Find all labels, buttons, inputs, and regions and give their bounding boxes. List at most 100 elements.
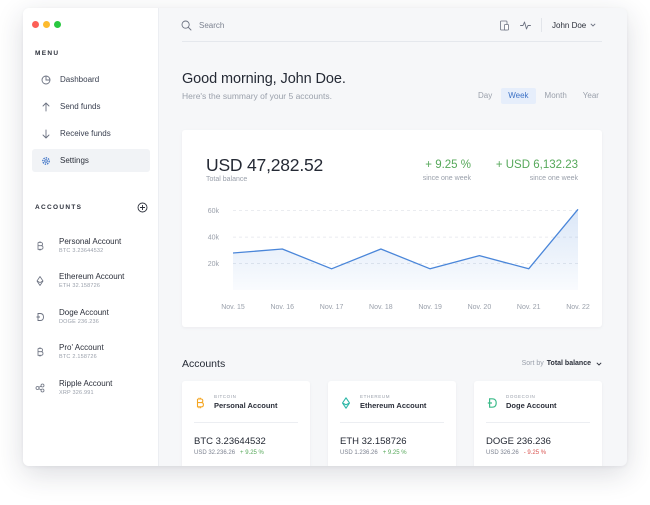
account-card-usd-row: USD 326.26 - 9.25 % <box>486 450 546 456</box>
bitcoin-icon <box>196 397 204 409</box>
account-name: Doge Account <box>59 307 109 317</box>
sort-dropdown[interactable]: Sort by Total balance <box>522 360 602 367</box>
sidebar-account-list: Personal Account BTC 3.23644532 Ethereum… <box>35 228 153 406</box>
gear-icon <box>41 156 51 166</box>
sidebar-account-ethereum[interactable]: Ethereum Account ETH 32.158726 <box>35 264 153 300</box>
sidebar-account-pro[interactable]: Pro' Account BTC 2.158726 <box>35 335 153 371</box>
account-card-usd: USD 1.236.26 <box>340 450 378 456</box>
sidebar-account-personal[interactable]: Personal Account BTC 3.23644532 <box>35 228 153 264</box>
tab-year[interactable]: Year <box>582 91 599 100</box>
device-icon[interactable] <box>499 20 510 31</box>
sidebar-account-ripple[interactable]: Ripple Account XRP 326.991 <box>35 370 153 406</box>
account-balance: BTC 2.158726 <box>59 354 97 361</box>
account-card-name: Doge Account <box>506 401 557 410</box>
account-card-change: + 9.25 % <box>382 450 407 456</box>
account-balance: ETH 32.158726 <box>59 283 101 290</box>
chevron-down-icon <box>590 23 596 27</box>
account-card-bitcoin[interactable]: BITCOIN Personal Account BTC 3.23644532 … <box>182 381 310 466</box>
chart-x-tick-label: Nov. 19 <box>418 304 442 311</box>
account-card-dogecoin[interactable]: DOGECOIN Doge Account DOGE 236.236 USD 3… <box>474 381 602 466</box>
account-card-divider <box>340 422 444 423</box>
change-percent: + 9.25 % <box>425 159 471 171</box>
accounts-section-title: Accounts <box>182 358 226 370</box>
sidebar: MENU Dashboard Send funds Receive funds <box>23 8 159 466</box>
search-icon <box>181 20 192 31</box>
account-card-name: Ethereum Account <box>360 401 427 410</box>
page-subtitle: Here's the summary of your 5 accounts. <box>182 91 332 101</box>
account-balance: XRP 326.991 <box>59 389 94 396</box>
search-input[interactable] <box>199 19 399 32</box>
chart-x-tick-label: Nov. 15 <box>221 304 245 311</box>
sidebar-item-dashboard[interactable]: Dashboard <box>32 68 150 91</box>
pie-chart-icon <box>41 75 51 85</box>
chevron-down-icon <box>596 361 602 366</box>
bitcoin-icon <box>35 347 45 357</box>
dogecoin-icon <box>35 312 45 322</box>
chart-y-tick-label: 40k <box>208 235 220 242</box>
sidebar-nav: Dashboard Send funds Receive funds Setti… <box>32 68 150 176</box>
chart-y-tick-label: 60k <box>208 208 220 215</box>
tab-week[interactable]: Week <box>501 88 536 104</box>
chart-y-tick-label: 20k <box>208 261 220 268</box>
user-menu[interactable]: John Doe <box>552 18 596 32</box>
account-name: Pro' Account <box>59 343 104 353</box>
accounts-heading: ACCOUNTS <box>35 204 83 211</box>
bitcoin-icon <box>35 241 45 251</box>
chart-series-line <box>232 208 579 270</box>
arrow-down-icon <box>41 129 51 139</box>
account-card-divider <box>486 422 590 423</box>
change-usd: + USD 6,132.23 <box>495 159 578 171</box>
sidebar-item-settings[interactable]: Settings <box>32 149 150 172</box>
account-card-usd-row: USD 32.236.26 + 9.25 % <box>194 450 264 456</box>
topbar-divider-line <box>182 41 602 42</box>
add-account-icon[interactable] <box>137 202 148 213</box>
topbar-divider <box>541 18 542 32</box>
account-card-divider <box>194 422 298 423</box>
ripple-icon <box>35 383 45 393</box>
app-window: MENU Dashboard Send funds Receive funds <box>23 8 627 466</box>
account-name: Personal Account <box>59 236 122 246</box>
tab-day[interactable]: Day <box>478 91 493 100</box>
ethereum-icon <box>35 276 45 287</box>
sidebar-item-send-funds[interactable]: Send funds <box>32 95 150 118</box>
sidebar-item-label: Settings <box>60 156 89 165</box>
chart-x-tick-label: Nov. 16 <box>270 304 294 311</box>
change-usd-label: since one week <box>529 175 578 182</box>
close-window-button[interactable] <box>32 21 39 28</box>
account-card-usd: USD 326.26 <box>486 450 519 456</box>
account-card-ethereum[interactable]: ETHEREUM Ethereum Account ETH 32.158726 … <box>328 381 456 466</box>
chart-x-tick-label: Nov. 18 <box>369 304 393 311</box>
sidebar-account-doge[interactable]: Doge Account DOGE 236.236 <box>35 299 153 335</box>
maximize-window-button[interactable] <box>54 21 61 28</box>
chart-x-tick-label: Nov. 22 <box>566 304 590 311</box>
account-card-tag: BITCOIN <box>214 394 237 399</box>
account-card-tag: ETHEREUM <box>360 394 391 399</box>
total-balance-label: Total balance <box>206 176 248 183</box>
balance-chart: 20k 40k 60k Nov. 15 Nov. 16 Nov. 17 Nov. 18 Nov… <box>208 208 590 311</box>
arrow-up-icon <box>41 102 51 112</box>
change-percent-label: since one week <box>422 175 471 182</box>
sort-value: Total balance <box>546 360 591 367</box>
account-name: Ethereum Account <box>59 272 125 282</box>
account-name: Ripple Account <box>59 378 113 388</box>
account-card-usd-row: USD 1.236.26 + 9.25 % <box>340 450 407 456</box>
sidebar-item-label: Receive funds <box>60 129 111 138</box>
tab-month[interactable]: Month <box>544 91 567 100</box>
sidebar-item-receive-funds[interactable]: Receive funds <box>32 122 150 145</box>
minimize-window-button[interactable] <box>43 21 50 28</box>
activity-icon[interactable] <box>520 20 531 31</box>
balance-card: USD 47,282.52 Total balance + 9.25 % sin… <box>182 130 602 327</box>
period-tabs: Day Week Month Year <box>469 88 606 104</box>
account-card-amount: BTC 3.23644532 <box>194 436 266 447</box>
account-balance: BTC 3.23644532 <box>59 247 104 254</box>
account-card-change: - 9.25 % <box>523 450 547 456</box>
chart-x-tick-label: Nov. 20 <box>468 304 492 311</box>
account-card-change: + 9.25 % <box>240 450 264 456</box>
chart-x-tick-label: Nov. 17 <box>320 304 344 311</box>
sidebar-item-label: Dashboard <box>60 75 100 84</box>
sort-label: Sort by <box>521 360 544 367</box>
account-balance: DOGE 236.236 <box>59 318 100 325</box>
dogecoin-icon <box>487 398 497 408</box>
window-controls <box>32 21 61 28</box>
account-card-amount: DOGE 236.236 <box>486 436 551 447</box>
